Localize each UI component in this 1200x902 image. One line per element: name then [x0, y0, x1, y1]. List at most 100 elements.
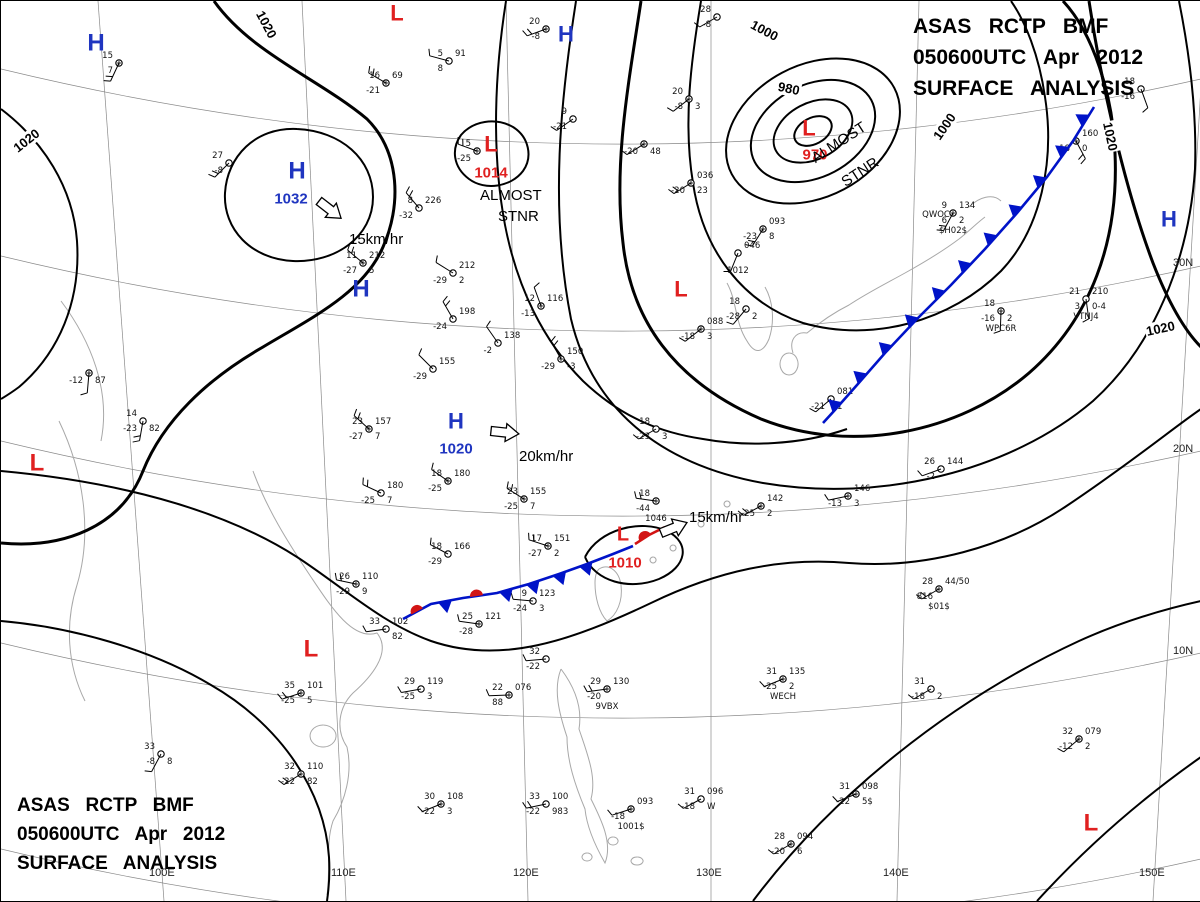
station-pressure: 036 [697, 171, 713, 181]
station-dewpoint: -28 [726, 312, 740, 322]
station-misc: 2 [959, 216, 964, 226]
station-pressure: 144 [947, 457, 963, 467]
wind-barb-tick [1078, 154, 1083, 159]
station-misc: 5 [307, 696, 312, 706]
station-pressure: 155 [439, 357, 455, 367]
low-pressure-center: L [390, 1, 403, 27]
station-dewpoint: -20 [587, 692, 601, 702]
station-dewpoint: -25 [361, 496, 375, 506]
station-plot: 35 101 -25 5 [278, 681, 324, 706]
station-pressure: 135 [789, 667, 805, 677]
graticule-line [897, 1, 919, 901]
station-misc: 3 [539, 604, 544, 614]
title-line: SURFACE ANALYSIS [913, 73, 1143, 104]
map-annotation: ALMOST [480, 187, 542, 204]
station-temp: 30 [424, 792, 435, 802]
station-pressure: 096 [707, 787, 723, 797]
longitude-label: 130E [696, 867, 722, 879]
movement-arrow [313, 194, 346, 225]
station-plot: 155-29 [413, 348, 455, 382]
station-temp: 5 [438, 49, 443, 59]
station-misc: 82 [392, 632, 403, 642]
map-annotation: STNR [498, 208, 539, 225]
station-id: WPC6R [986, 324, 1017, 334]
station-pressure: 160 [1082, 129, 1098, 139]
station-dewpoint: -8 [215, 166, 223, 176]
station-dewpoint: 816 [917, 592, 933, 602]
wind-barb-tick [436, 256, 437, 263]
station-dewpoint: -28 [459, 627, 473, 637]
station-dewpoint: -16 [981, 314, 995, 324]
station-dewpoint: -25 [281, 696, 295, 706]
station-dewpoint: -8 [532, 32, 540, 42]
station-dewpoint: -18 [681, 332, 695, 342]
wind-barb-tick [419, 348, 422, 354]
station-plot: 20-8 [523, 17, 550, 42]
station-pressure: 151 [554, 534, 570, 544]
station-pressure: 138 [504, 331, 520, 341]
wind-barb-tick [584, 686, 587, 692]
pressure-center-value: 1014 [474, 165, 507, 182]
station-pressure: 123 [539, 589, 555, 599]
station-dewpoint: -22 [836, 797, 850, 807]
isobar [1037, 757, 1200, 901]
station-dewpoint: -20 [624, 147, 638, 157]
wind-barb-tick [523, 654, 526, 660]
station-pressure: 079 [1085, 727, 1101, 737]
station-dewpoint: -22 [526, 662, 540, 672]
station-misc: 0-4 [1092, 302, 1106, 312]
station-dewpoint: -24 [513, 604, 527, 614]
latitude-label: 30N [1173, 257, 1193, 269]
high-pressure-center: H [1161, 207, 1177, 233]
station-pressure: 69 [392, 71, 403, 81]
low-pressure-center: L [617, 523, 629, 546]
station-misc: 983 [552, 807, 568, 817]
station-temp: 31 [914, 677, 925, 687]
graticule-line [1, 256, 1200, 331]
station-pressure: 180 [454, 469, 470, 479]
wind-barb-tick [1143, 108, 1148, 113]
station-plot: 157 [102, 51, 122, 81]
low-pressure-center: L [304, 636, 319, 664]
station-pressure: 44/50 [945, 577, 970, 587]
station-pressure: 101 [307, 681, 323, 691]
station-misc: 2 [767, 509, 772, 519]
station-dewpoint: -24 [433, 322, 447, 332]
station-pressure: 155 [530, 487, 546, 497]
station-pressure: 108 [447, 792, 463, 802]
latitude-label: 20N [1173, 443, 1193, 455]
wind-barb [534, 287, 541, 306]
station-dewpoint: -25 [401, 692, 415, 702]
station-id: $H02$ [939, 226, 967, 236]
station-pressure: 212 [459, 261, 475, 271]
low-pressure-center: L [484, 132, 497, 158]
station-temp: 31 [839, 782, 850, 792]
station-temp: 33 [529, 792, 540, 802]
station-temp: 33 [369, 617, 380, 627]
station-pressure: 119 [427, 677, 443, 687]
high-pressure-center: H [448, 409, 464, 435]
map-annotation: 15km/hr [349, 231, 403, 248]
station-temp: 11 [346, 251, 357, 261]
high-pressure-center: H [288, 158, 305, 186]
station-temp: 17 [531, 534, 542, 544]
station-temp: 14 [126, 409, 137, 419]
station-dewpoint: -29 [428, 557, 442, 567]
wind-barb-tick [667, 108, 673, 112]
station-dewpoint: -22 [281, 777, 295, 787]
station-pressure: 098 [862, 782, 878, 792]
station-temp: 35 [284, 681, 295, 691]
wind-barb-tick [335, 573, 336, 580]
coastline [608, 837, 618, 845]
map-annotation: 20km/hr [519, 448, 573, 465]
